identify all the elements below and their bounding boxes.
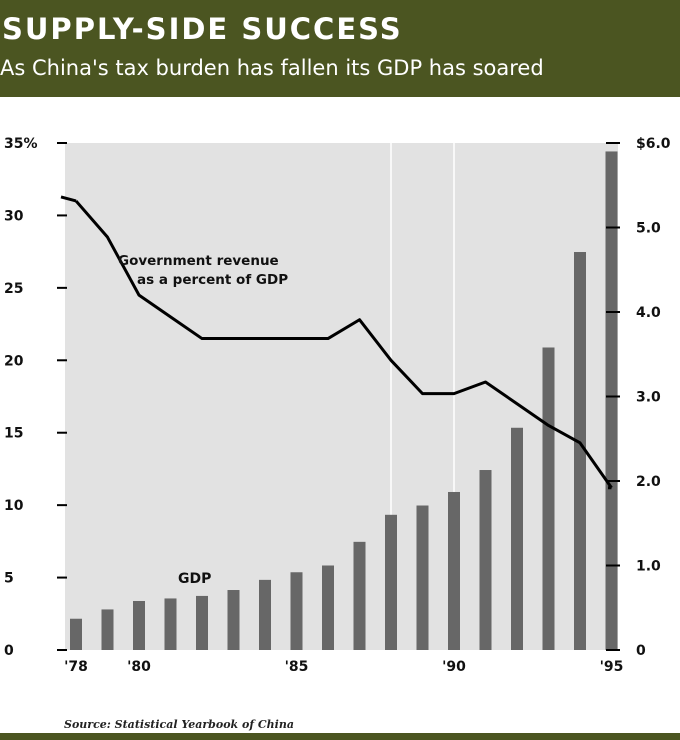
left-axis: 0 5 10 15 20 25 30 35% (4, 136, 67, 659)
left-tick-label: 10 (4, 498, 24, 514)
left-tick-label: 20 (4, 353, 24, 369)
gdp-bar-1995 (605, 151, 618, 650)
footer-rule (0, 733, 680, 740)
right-tick-label: 5.0 (636, 221, 661, 237)
revenue-line (74, 199, 613, 489)
gdp-bar-1992 (511, 427, 523, 650)
left-tick-label: 15 (4, 426, 23, 442)
right-tick-label: $6.0 (636, 136, 671, 152)
right-tick-label: 2.0 (636, 474, 661, 490)
right-tick-label: 4.0 (636, 305, 661, 321)
chart-title: SUPPLY-SIDE SUCCESS (2, 12, 403, 46)
right-tick-label: 0 (636, 643, 646, 659)
x-axis: '78 '80 '85 '90 '95 (64, 659, 623, 675)
revenue-line-group (60, 195, 613, 490)
gdp-bar-1988 (385, 514, 397, 650)
gdp-bar-1980 (133, 600, 145, 650)
left-tick-label: 25 (4, 281, 23, 297)
gdp-bar-1979 (101, 609, 114, 650)
left-tick-label: 5 (4, 571, 14, 587)
right-tick-label: 1.0 (636, 559, 661, 575)
x-tick-label-1990: '90 (442, 659, 466, 675)
gdp-bar-1993 (542, 347, 555, 650)
plot-background (65, 143, 618, 650)
revenue-line-start (60, 195, 77, 203)
left-tick-label: 35% (4, 136, 38, 152)
x-tick-label-1978: '78 (64, 659, 88, 675)
line-label-line2: as a percent of GDP (137, 272, 288, 288)
gdp-bar-1991 (479, 470, 492, 650)
gdp-bar-1989 (416, 505, 429, 650)
x-tick-label-1985: '85 (285, 659, 309, 675)
gdp-bar-1981 (164, 598, 177, 650)
left-tick-label: 30 (4, 208, 24, 224)
gdp-bar-1983 (227, 590, 240, 650)
gdp-bar-1986 (322, 565, 334, 650)
gdp-bar-1978 (70, 618, 82, 650)
gdp-bar-1990 (448, 491, 460, 650)
chart-subtitle: As China's tax burden has fallen its GDP… (0, 56, 544, 80)
left-tick-label: 0 (4, 643, 14, 659)
chart-svg: 0 5 10 15 20 25 30 35% 0 1.0 2.0 3.0 4.0 5.0 $6.0 '78… (4, 136, 671, 675)
annotations: Government revenue as a percent of GDP GDP (118, 253, 288, 587)
gdp-bar-1987 (353, 541, 366, 650)
right-tick-label: 3.0 (636, 390, 661, 406)
line-label-line1: Government revenue (118, 253, 279, 269)
x-tick-label-1980: '80 (127, 659, 151, 675)
source-note: Source: Statistical Yearbook of China (64, 718, 294, 731)
chart-header: SUPPLY-SIDE SUCCESS As China's tax burde… (0, 0, 680, 97)
chart-area: 0 5 10 15 20 25 30 35% 0 1.0 2.0 3.0 4.0 5.0 $6.0 '78… (0, 97, 680, 707)
gdp-bar-1982 (196, 595, 208, 650)
gdp-bar-1994 (574, 252, 586, 650)
gdp-bar-1985 (290, 572, 303, 650)
gdp-bars (70, 151, 618, 650)
gdp-bar-1984 (259, 579, 271, 650)
gdp-label: GDP (178, 571, 211, 587)
right-axis: 0 1.0 2.0 3.0 4.0 5.0 $6.0 (606, 136, 671, 659)
x-tick-label-1995: '95 (600, 659, 624, 675)
